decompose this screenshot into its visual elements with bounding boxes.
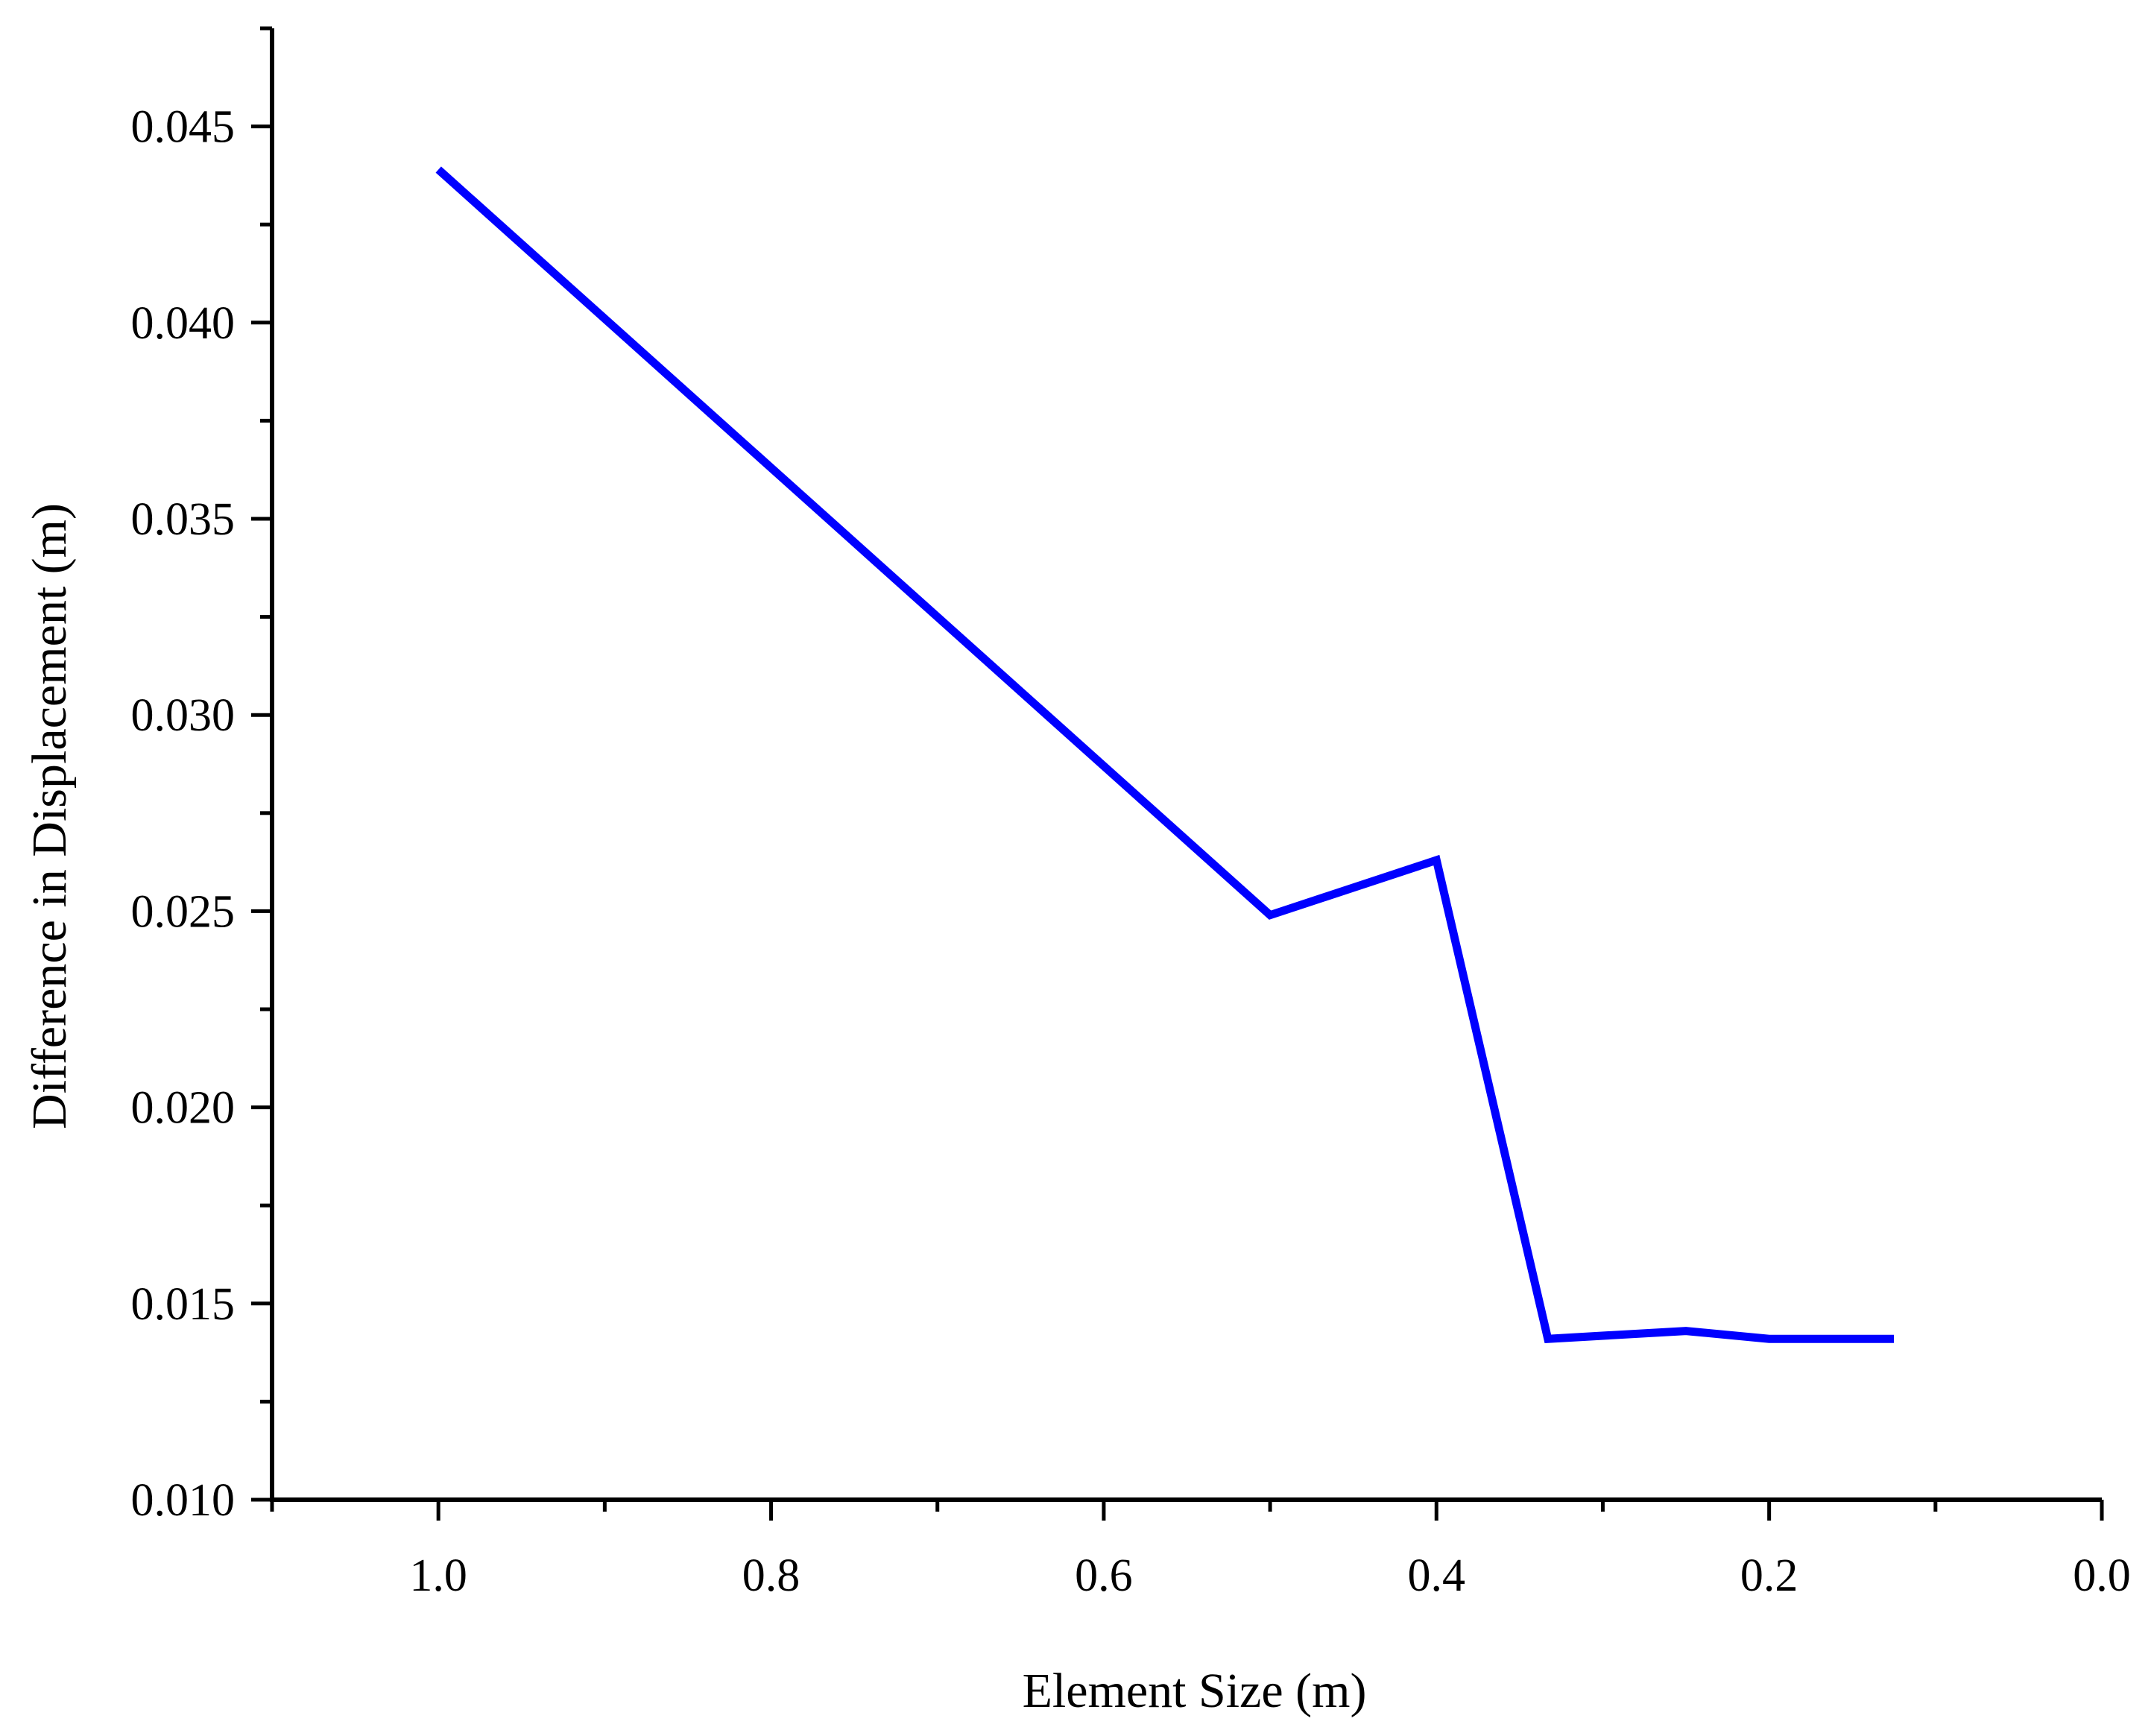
y-tick-label: 0.025 [131, 886, 236, 937]
x-axis-ticks [270, 1500, 2104, 1521]
x-tick-label: 1.0 [409, 1550, 467, 1601]
series-line [435, 166, 1894, 1343]
x-tick-label: 0.4 [1408, 1550, 1466, 1601]
x-tick-label: 0.8 [742, 1550, 800, 1601]
x-axis-title: Element Size (m) [1023, 1664, 1367, 1718]
x-tick-label: 0.0 [2073, 1550, 2131, 1601]
y-tick-label: 0.040 [131, 298, 236, 349]
x-tick-label: 0.2 [1740, 1550, 1798, 1601]
y-tick-label: 0.030 [131, 690, 236, 741]
y-tick-label: 0.035 [131, 494, 236, 545]
series-layer [435, 166, 1894, 1343]
y-tick-label: 0.020 [131, 1083, 236, 1134]
x-tick-label: 0.6 [1075, 1550, 1133, 1601]
x-axis-tick-labels: 1.0 0.8 0.6 0.4 0.2 0.0 [409, 1550, 2130, 1601]
y-tick-label: 0.045 [131, 102, 236, 153]
y-axis-ticks [251, 26, 272, 1502]
y-tick-label: 0.010 [131, 1475, 236, 1526]
y-tick-label: 0.015 [131, 1279, 236, 1330]
y-axis-tick-labels: 0.010 0.015 0.020 0.025 0.030 0.035 0.040 0.045 [131, 102, 236, 1526]
y-axis-title: Difference in Displacement (m) [22, 503, 77, 1129]
